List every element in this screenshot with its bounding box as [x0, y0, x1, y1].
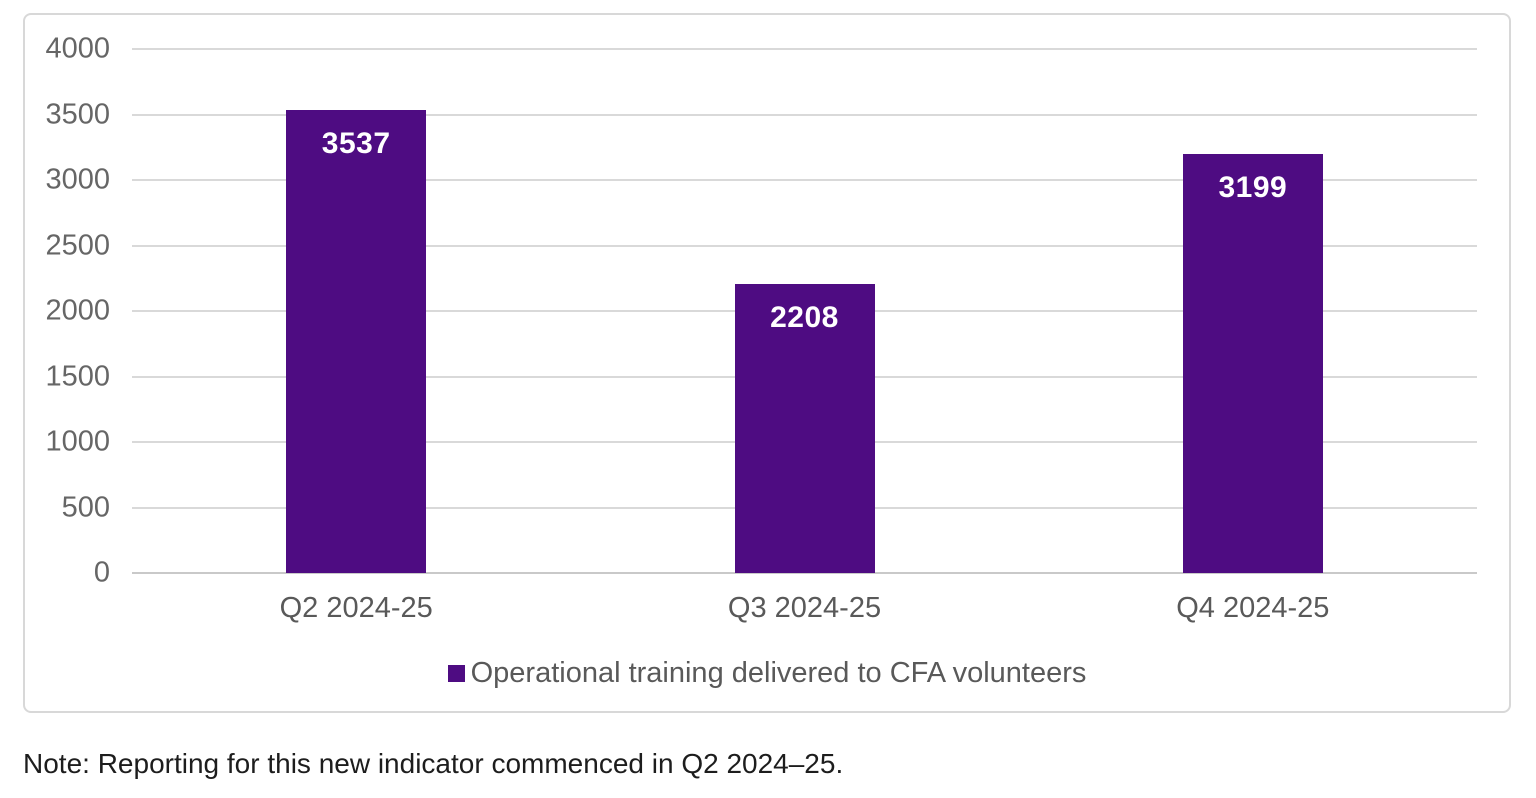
chart-legend: Operational training delivered to CFA vo… [25, 656, 1509, 691]
x-tick-label: Q3 2024-25 [727, 592, 882, 624]
bar-value-label: 3537 [321, 126, 391, 160]
y-tick-label: 4000 [45, 32, 110, 65]
chart-note: Note: Reporting for this new indicator c… [23, 748, 844, 779]
y-tick-label: 1500 [45, 360, 110, 392]
gridline [132, 48, 1477, 50]
x-tick-label: Q2 2024-25 [279, 592, 433, 624]
gridline [132, 244, 1477, 247]
y-tick-label: 0 [93, 556, 110, 589]
legend-label: Operational training delivered to CFA vo… [470, 657, 1087, 689]
y-tick-label: 3000 [45, 163, 110, 196]
y-tick-label: 500 [61, 491, 110, 523]
y-tick-label: 2000 [45, 294, 110, 327]
y-tick-label: 1000 [45, 425, 110, 458]
gridline [132, 113, 1477, 116]
y-tick-label: 3500 [45, 98, 110, 130]
y-tick-label: 2500 [45, 229, 110, 261]
gridline [132, 179, 1477, 181]
bar-q2-2024-25: 3537 [286, 109, 427, 573]
bar-value-label: 3199 [1218, 170, 1288, 204]
x-axis-line [132, 572, 1477, 574]
bar-value-label: 2208 [770, 300, 839, 334]
x-tick-label: Q4 2024-25 [1176, 592, 1330, 624]
bar-q3-2024-25: 2208 [734, 283, 875, 573]
x-axis: Q2 2024-25 Q3 2024-25 Q4 2024-25 [132, 591, 1477, 631]
bar-q4-2024-25: 3199 [1182, 153, 1323, 573]
chart-frame: 0 500 1000 1500 2000 2500 3000 3500 4000 3537 220… [23, 13, 1511, 713]
legend-swatch-icon [447, 664, 465, 682]
y-axis: 0 500 1000 1500 2000 2500 3000 3500 4000 [37, 34, 110, 587]
plot-area: 3537 2208 3199 [132, 48, 1477, 574]
